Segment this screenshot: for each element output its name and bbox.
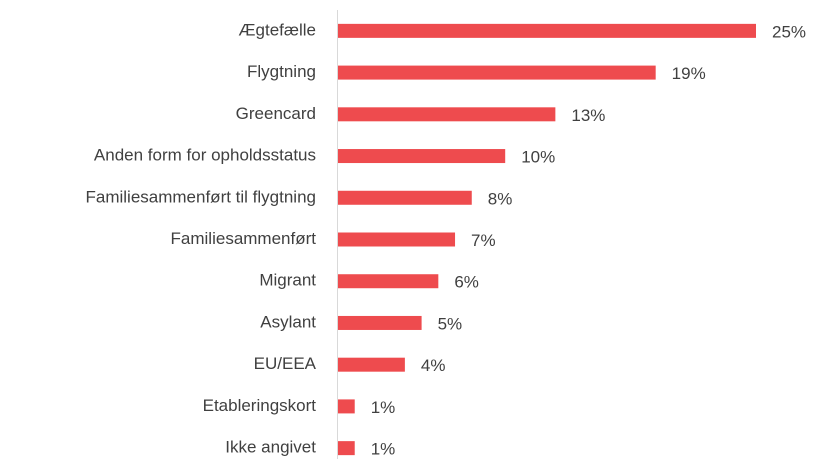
- data-label: 4%: [421, 356, 446, 375]
- y-tick-label: Ægtefælle: [239, 20, 316, 39]
- data-label: 5%: [438, 314, 463, 333]
- y-tick-label: EU/EEA: [254, 354, 317, 373]
- bar: [338, 65, 656, 80]
- y-tick-label: Familiesammenført til flygtning: [85, 187, 316, 206]
- bar: [338, 441, 355, 456]
- y-tick-label: Flygtning: [247, 62, 316, 81]
- bar: [338, 107, 556, 122]
- data-label: 10%: [521, 148, 555, 167]
- y-tick-label: Greencard: [236, 104, 316, 123]
- y-tick-label: Migrant: [259, 271, 316, 290]
- y-tick-label: Anden form for opholdsstatus: [94, 146, 316, 165]
- bar: [338, 357, 405, 372]
- bar: [338, 190, 472, 205]
- bar: [338, 232, 456, 247]
- data-label: 19%: [672, 64, 706, 83]
- y-tick-label: Familiesammenført: [171, 229, 317, 248]
- y-tick-label: Etableringskort: [203, 396, 317, 415]
- y-tick-label: Asylant: [260, 312, 316, 331]
- bar: [338, 23, 756, 38]
- y-tick-label: Ikke angivet: [225, 438, 316, 457]
- data-label: 1%: [371, 440, 396, 459]
- bar: [338, 149, 506, 164]
- data-label: 25%: [772, 22, 806, 41]
- data-label: 1%: [371, 398, 396, 417]
- data-label: 7%: [471, 231, 496, 250]
- bar: [338, 274, 439, 289]
- data-label: 8%: [488, 189, 513, 208]
- bar: [338, 399, 355, 414]
- data-label: 13%: [571, 106, 605, 125]
- bar: [338, 315, 422, 330]
- data-label: 6%: [454, 273, 479, 292]
